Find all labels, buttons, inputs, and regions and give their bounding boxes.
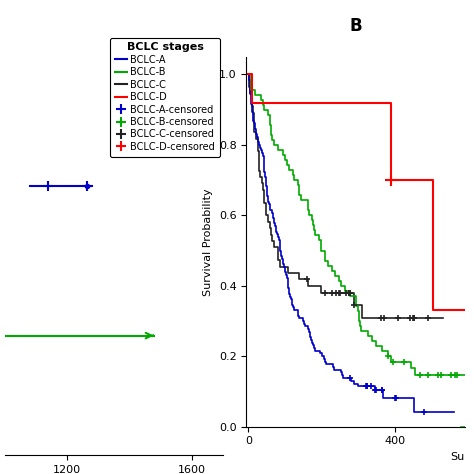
Y-axis label: Survival Probability: Survival Probability xyxy=(203,188,213,296)
X-axis label: Su: Su xyxy=(450,452,465,462)
Text: B: B xyxy=(349,17,362,35)
Legend: BCLC-A, BCLC-B, BCLC-C, BCLC-D, BCLC-A-censored, BCLC-B-censored, BCLC-C-censore: BCLC-A, BCLC-B, BCLC-C, BCLC-D, BCLC-A-c… xyxy=(110,37,220,157)
